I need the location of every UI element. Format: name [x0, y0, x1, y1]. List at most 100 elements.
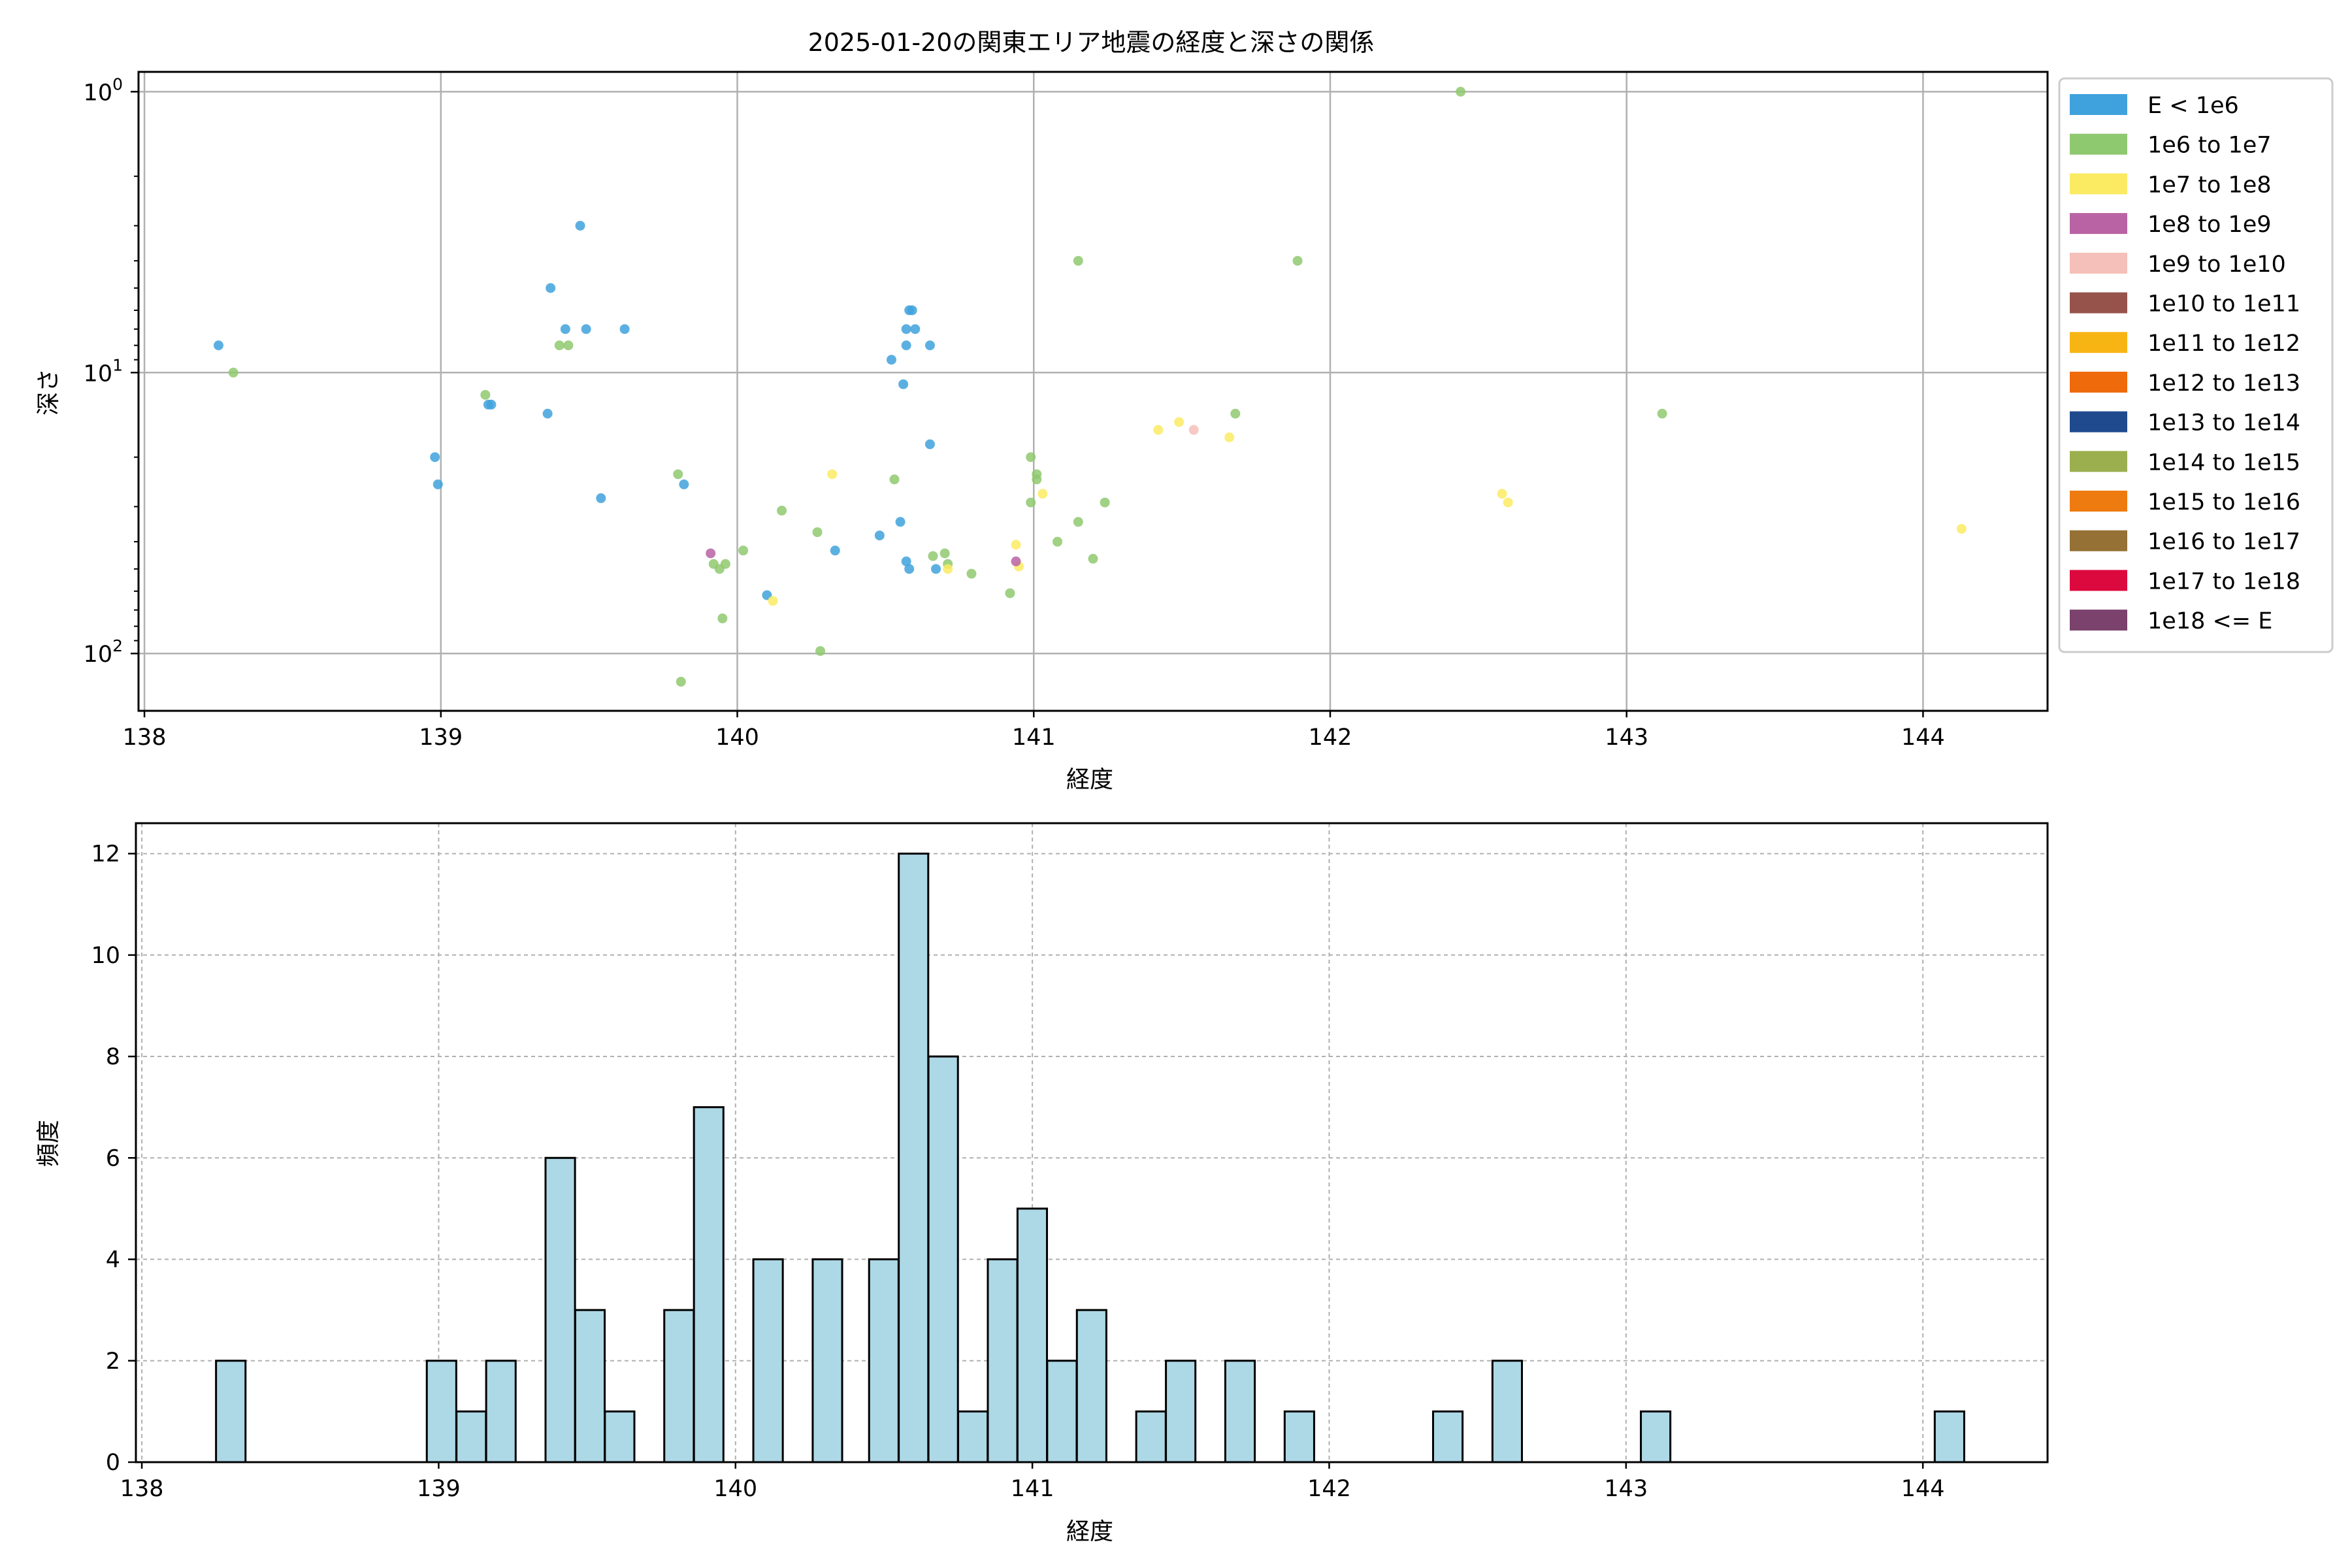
legend: E < 1e6 1e6 to 1e7 1e7 to 1e8 1e8 to 1e9 1e9… [2058, 77, 2334, 653]
legend-label: 1e14 to 1e15 [2148, 449, 2300, 476]
legend-label: 1e8 to 1e9 [2148, 212, 2272, 238]
legend-swatch [2070, 94, 2127, 115]
legend-swatch [2070, 213, 2127, 235]
scatter-point [1456, 86, 1466, 97]
scatter-points [214, 86, 1967, 687]
scatter-point [1088, 553, 1098, 564]
histogram-bar [574, 1309, 606, 1463]
scatter-x-tick-label: 139 [419, 725, 463, 751]
scatter-point [619, 324, 630, 335]
scatter-gridlines [139, 72, 2048, 711]
scatter-point [430, 452, 440, 463]
histogram-bar [752, 1258, 784, 1463]
histogram-bar [1135, 1410, 1167, 1463]
legend-label: 1e7 to 1e8 [2148, 172, 2272, 198]
legend-label: 1e10 to 1e11 [2148, 291, 2300, 318]
scatter-point [815, 645, 826, 656]
histogram-x-tick-label: 138 [120, 1476, 164, 1502]
legend-swatch [2070, 451, 2127, 472]
scatter-point [966, 568, 977, 579]
histogram-bar [898, 853, 930, 1463]
scatter-point [1037, 489, 1048, 499]
histogram-x-tick-label: 141 [1011, 1476, 1054, 1502]
scatter-point [717, 613, 728, 624]
histogram-x-tick-label: 142 [1307, 1476, 1351, 1502]
scatter-point [1053, 536, 1063, 547]
histogram-axes-frame [135, 822, 2049, 1463]
histogram-x-tick-label: 139 [417, 1476, 461, 1502]
scatter-point [1026, 497, 1036, 508]
scatter-x-axis-label: 経度 [1066, 766, 1113, 793]
legend-label: 1e18 <= E [2148, 608, 2272, 634]
legend-label: 1e6 to 1e7 [2148, 133, 2272, 159]
histogram-bar [485, 1360, 517, 1463]
scatter-point [480, 389, 491, 400]
legend-swatch [2070, 411, 2127, 433]
histogram-bar [1075, 1309, 1107, 1463]
histogram-y-ticks: 0 2 4 6 8 10 12 [91, 841, 136, 1476]
scatter-point [928, 551, 938, 561]
scatter-point [581, 324, 591, 335]
scatter-point [1153, 425, 1164, 435]
scatter-y-tick-label: 100 [84, 74, 123, 106]
legend-label: 1e11 to 1e12 [2148, 331, 2300, 357]
histogram-bar [1491, 1360, 1523, 1463]
scatter-point [554, 340, 564, 351]
scatter-point [673, 469, 683, 480]
scatter-point [943, 564, 953, 574]
legend-frame [2058, 77, 2334, 653]
histogram-bar [927, 1055, 959, 1463]
histogram-bar [868, 1258, 900, 1463]
scatter-point [1073, 517, 1083, 527]
scatter-point [546, 283, 556, 293]
scatter-point [874, 531, 885, 541]
scatter-point [1497, 489, 1507, 499]
histogram-y-tick-label: 10 [91, 943, 120, 969]
scatter-point [886, 355, 896, 365]
scatter-point [907, 305, 917, 316]
scatter-point [931, 564, 941, 574]
histogram-bar [811, 1258, 843, 1463]
scatter-point [228, 367, 238, 378]
legend-swatch [2070, 252, 2127, 274]
scatter-point [910, 324, 921, 335]
scatter-y-tick-label: 102 [84, 636, 123, 668]
histogram-x-tick-label: 140 [713, 1476, 757, 1502]
scatter-point [812, 527, 823, 538]
scatter-point [1230, 408, 1241, 419]
scatter-y-axis-label: 深さ [35, 368, 62, 416]
scatter-point [1503, 497, 1513, 508]
legend-entries: E < 1e6 1e6 to 1e7 1e7 to 1e8 1e8 to 1e9 1e9… [2070, 93, 2300, 634]
scatter-point [1100, 497, 1110, 508]
histogram-x-axis-label: 経度 [1066, 1518, 1113, 1545]
histogram-y-tick-label: 0 [106, 1450, 120, 1476]
histogram-x-ticks: 138 139 140 141 142 143 144 [120, 1462, 1945, 1502]
scatter-point [1956, 523, 1967, 534]
scatter-point [889, 474, 900, 485]
scatter-point [1224, 432, 1235, 442]
histogram-bar [1640, 1410, 1672, 1463]
scatter-point [542, 408, 553, 419]
scatter-point [433, 479, 443, 489]
scatter-point [679, 479, 689, 489]
scatter-point [1011, 556, 1021, 566]
scatter-point [563, 340, 574, 351]
histogram-y-tick-label: 4 [106, 1247, 120, 1273]
scatter-point [1026, 452, 1036, 463]
scatter-axes-frame [137, 71, 2049, 712]
histogram-bar [604, 1410, 636, 1463]
scatter-point [830, 546, 840, 556]
histogram-bar [1224, 1360, 1256, 1463]
legend-swatch [2070, 491, 2127, 512]
scatter-point [1292, 255, 1303, 266]
scatter-point [904, 564, 915, 574]
legend-label: E < 1e6 [2148, 93, 2239, 119]
scatter-point [738, 546, 749, 556]
scatter-point [676, 676, 686, 687]
scatter-x-ticks: 138 139 140 141 142 143 144 [123, 711, 1945, 751]
legend-swatch [2070, 371, 2127, 393]
scatter-point [575, 220, 585, 231]
